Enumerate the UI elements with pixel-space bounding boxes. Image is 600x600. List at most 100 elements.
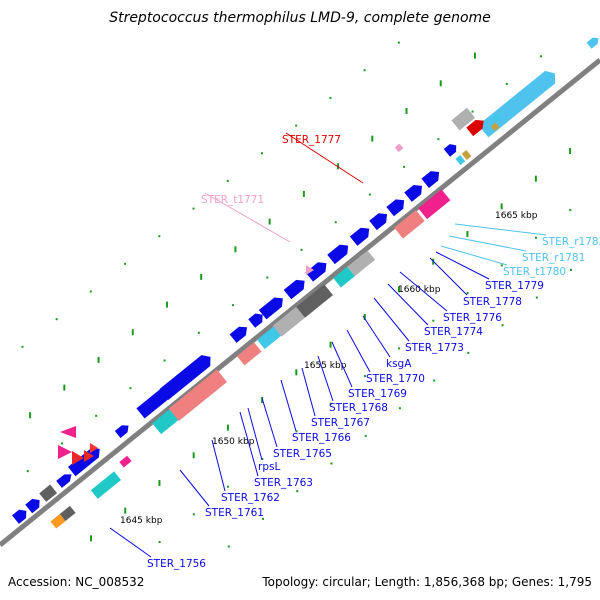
gene-label: STER_1769 (348, 388, 407, 400)
gene-feature (492, 113, 502, 122)
label-leader-line (261, 397, 278, 448)
tick-dot (569, 268, 572, 271)
gene-label: STER_1756 (147, 558, 206, 570)
gene-label: STER_1761 (205, 507, 264, 519)
tick-dot (569, 209, 572, 212)
label-leader-line (301, 367, 316, 417)
tick-dot (368, 193, 371, 196)
gene-arrow (283, 279, 305, 300)
label-leader-line (247, 407, 263, 461)
gene-label: STER_r1782 (542, 236, 600, 248)
gene-feature (272, 306, 305, 337)
label-leader-line (454, 223, 547, 236)
gene-label: ksgA (386, 358, 412, 370)
tick-dot (192, 207, 195, 210)
label-leader-line (204, 192, 291, 243)
tick-dot (95, 414, 98, 417)
gene-arrow (56, 474, 72, 488)
gene-marker (58, 445, 72, 459)
tick-dot (295, 124, 298, 127)
gene-box (272, 306, 305, 337)
gene-feature (349, 227, 370, 246)
gene-arrow (404, 184, 423, 202)
tick-dot (158, 235, 161, 238)
label-leader-line (179, 469, 210, 507)
label-leader-line (373, 297, 410, 342)
gene-label: STER_1768 (329, 402, 388, 414)
gene-arrow (229, 326, 248, 343)
gene-feature (418, 189, 451, 220)
tick-dot (260, 152, 263, 155)
gene-feature (333, 266, 355, 288)
gene-feature (168, 369, 228, 422)
tick-dot (129, 387, 132, 390)
gene-feature (136, 389, 169, 419)
tick-dot (330, 462, 333, 465)
gene-feature (466, 120, 484, 137)
gene-feature (39, 484, 58, 502)
tick-dot (227, 545, 230, 548)
tick-dot (227, 485, 230, 488)
label-leader-line (448, 235, 527, 252)
tick-dot (437, 138, 440, 141)
tick-dot (197, 331, 200, 334)
tick-dot (296, 490, 299, 493)
backbone (0, 58, 600, 547)
gene-arrow (369, 213, 388, 231)
position-mark-label: 1655 kbp (304, 361, 347, 371)
tick-dot (466, 292, 469, 295)
gene-feature (90, 471, 122, 499)
label-leader-line (239, 411, 259, 477)
gene-feature (394, 143, 404, 153)
tick-dot (26, 470, 29, 473)
gene-arrow (305, 262, 327, 282)
gene-feature (421, 171, 440, 188)
tick-dot (535, 296, 538, 299)
gene-box (394, 143, 404, 153)
tick-dot (364, 434, 367, 437)
gene-feature (490, 122, 500, 131)
gene-arrow (349, 227, 370, 246)
accession-text: Accession: NC_008532 (8, 575, 144, 589)
tick-dot (398, 347, 401, 350)
gene-feature (56, 474, 72, 488)
gene-label: STER_1765 (273, 448, 332, 460)
gene-label: STER_t1780 (503, 266, 566, 278)
backbone-line (0, 58, 600, 547)
tick-dot (433, 379, 436, 382)
gene-marker (60, 426, 76, 438)
gene-box (461, 150, 472, 161)
gene-box (455, 155, 466, 166)
gene-box (257, 325, 282, 350)
position-mark-label: 1650 kbp (212, 437, 255, 447)
gene-feature (296, 284, 333, 318)
gene-box (296, 284, 333, 318)
gene-arrow (248, 313, 263, 328)
gene-arrow (114, 425, 129, 438)
gene-label: STER_1773 (405, 342, 464, 354)
tick-dot (467, 351, 470, 354)
tick-dot (398, 407, 401, 410)
gene-label: STER_1766 (292, 432, 351, 444)
position-mark-label: 1660 kbp (398, 285, 441, 295)
gene-box (90, 471, 122, 499)
label-leader-line (285, 132, 364, 184)
gene-box (451, 107, 476, 131)
tick-dot (60, 442, 63, 445)
gene-feature (451, 107, 476, 131)
gene-arrow (421, 171, 440, 188)
tick-dot (329, 402, 332, 405)
gene-arrow (586, 37, 599, 49)
tick-dot (329, 96, 332, 99)
label-leader-line (211, 439, 226, 492)
label-leader-line (429, 257, 468, 296)
gene-label: STER_1776 (443, 312, 502, 324)
label-leader-line (440, 245, 508, 266)
tick-dot (192, 513, 195, 516)
label-leader-line (362, 315, 391, 358)
label-leader-line (346, 329, 371, 373)
label-leader-line (317, 355, 334, 402)
tick-dot (226, 179, 229, 182)
gene-feature (114, 425, 129, 438)
gene-feature (50, 514, 66, 529)
